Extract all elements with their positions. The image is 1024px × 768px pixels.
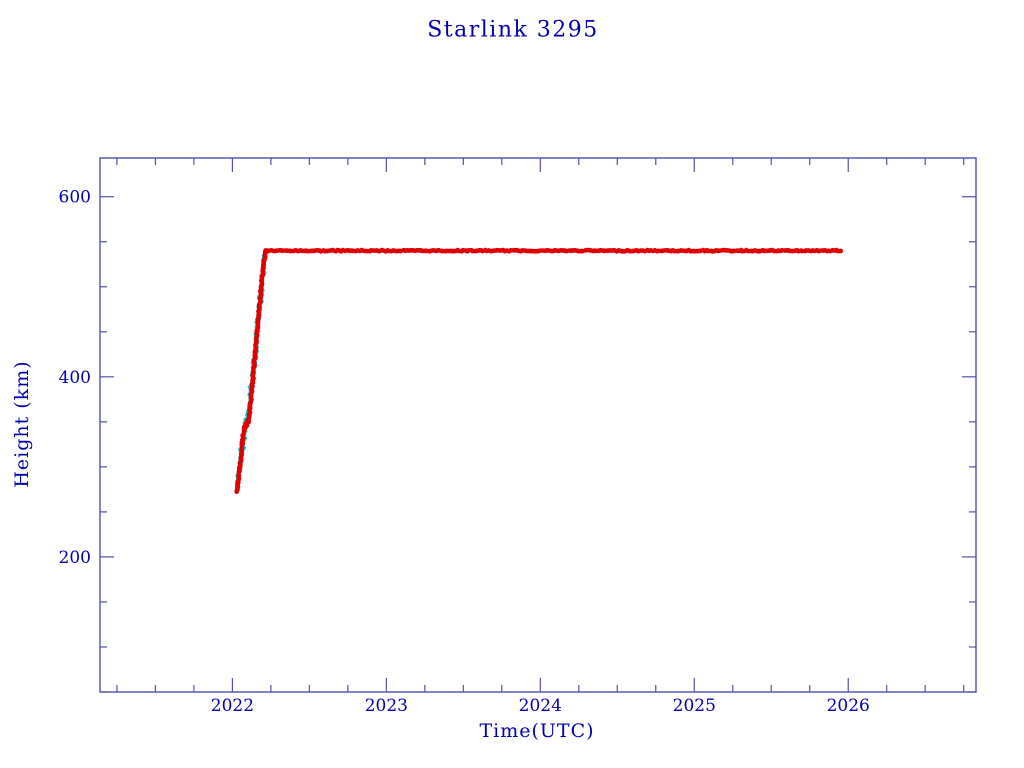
series-main-red	[234, 247, 843, 494]
svg-text:2024: 2024	[519, 696, 562, 716]
svg-text:400: 400	[59, 368, 91, 388]
x-axis-label: Time(UTC)	[479, 720, 595, 742]
svg-text:2025: 2025	[673, 696, 716, 716]
series-knee-cluster-red	[242, 417, 252, 431]
y-axis-label: Height (km)	[11, 360, 33, 488]
svg-text:2026: 2026	[827, 696, 870, 716]
svg-text:200: 200	[59, 548, 91, 568]
svg-text:2022: 2022	[211, 696, 254, 716]
svg-text:600: 600	[59, 188, 91, 208]
chart-title: Starlink 3295	[427, 17, 599, 43]
svg-text:2023: 2023	[365, 696, 408, 716]
